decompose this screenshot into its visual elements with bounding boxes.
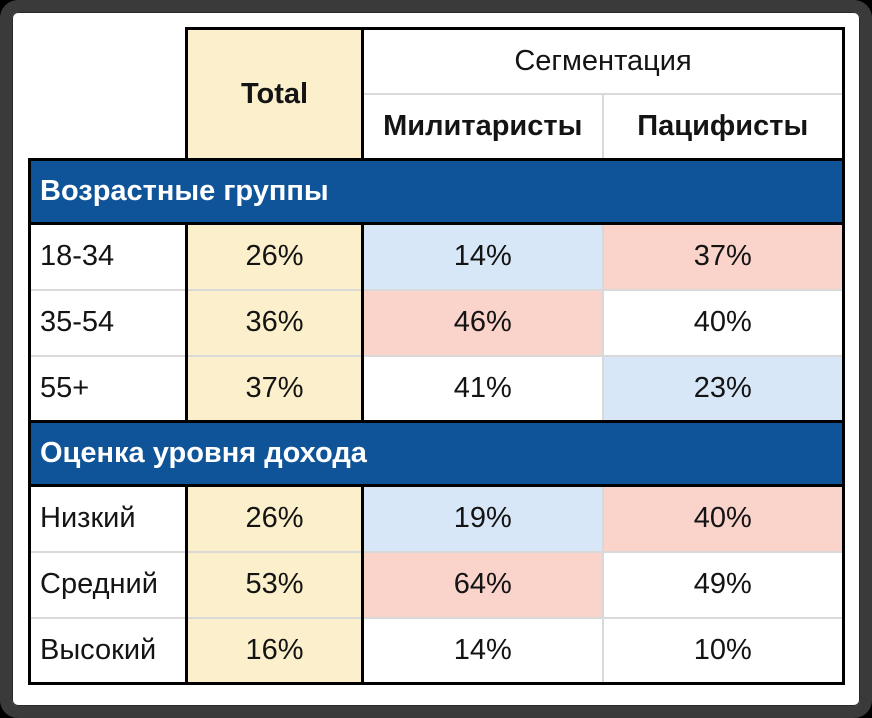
- pacifists-value-cell: 10%: [602, 616, 846, 685]
- militarists-value-cell: 14%: [362, 616, 604, 685]
- table-row: 55+ 37% 41% 23%: [28, 354, 846, 422]
- total-value-cell: 16%: [185, 616, 364, 685]
- militarists-value-cell: 19%: [362, 485, 604, 552]
- section-header-row: Оценка уровня дохода: [27, 420, 846, 487]
- militarists-value-cell: 14%: [362, 223, 604, 290]
- pacifists-value-cell: 37%: [602, 223, 846, 290]
- column-header-pacifists: Пацифисты: [602, 93, 846, 161]
- segmentation-table: Total Сегментация Милитаристы Пацифисты …: [27, 27, 846, 685]
- militarists-value-cell: 64%: [362, 550, 604, 618]
- corner-spacer: [30, 29, 187, 160]
- row-label: 35-54: [28, 288, 187, 356]
- total-value-cell: 53%: [185, 550, 364, 618]
- total-value-cell: 37%: [185, 354, 364, 422]
- column-header-militarists: Милитаристы: [362, 93, 604, 161]
- row-label: Низкий: [28, 485, 187, 552]
- section-header-row: Возрастные группы: [27, 158, 846, 225]
- row-label: 18-34: [28, 223, 187, 290]
- table-row: 18-34 26% 14% 37%: [28, 223, 846, 290]
- pacifists-value-cell: 40%: [602, 288, 846, 356]
- row-label: Средний: [28, 550, 187, 618]
- header-row-group: Total Сегментация: [30, 27, 846, 161]
- table-row: 35-54 36% 46% 40%: [28, 288, 846, 356]
- row-label: Высокий: [28, 616, 187, 685]
- total-column-header: Total: [185, 27, 364, 161]
- table-row: Высокий 16% 14% 10%: [28, 616, 846, 685]
- total-value-cell: 26%: [185, 223, 364, 290]
- pacifists-value-cell: 23%: [602, 354, 846, 422]
- pacifists-value-cell: 49%: [602, 550, 846, 618]
- pacifists-value-cell: 40%: [602, 485, 846, 552]
- table-row: Низкий 26% 19% 40%: [28, 485, 846, 552]
- total-value-cell: 36%: [185, 288, 364, 356]
- table-row: Средний 53% 64% 49%: [28, 550, 846, 618]
- header-row-segments: Милитаристы Пацифисты: [30, 93, 846, 161]
- militarists-value-cell: 41%: [362, 354, 604, 422]
- section-header-age-groups: Возрастные группы: [27, 158, 846, 225]
- section-header-income: Оценка уровня дохода: [27, 420, 846, 487]
- total-value-cell: 26%: [185, 485, 364, 552]
- row-label: 55+: [28, 354, 187, 422]
- militarists-value-cell: 46%: [362, 288, 604, 356]
- segmentation-group-header: Сегментация: [360, 27, 846, 95]
